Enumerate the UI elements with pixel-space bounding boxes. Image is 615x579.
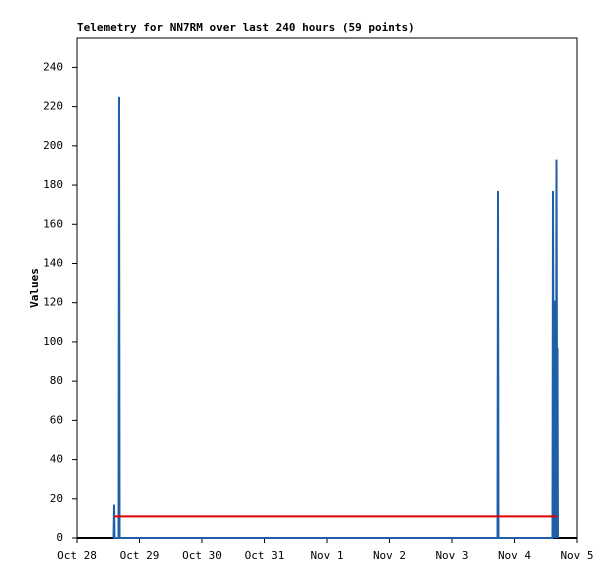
y-tick-label: 60 xyxy=(50,413,63,426)
x-tick-label: Nov 2 xyxy=(373,549,406,562)
y-tick-label: 40 xyxy=(50,453,63,466)
chart-title: Telemetry for NN7RM over last 240 hours … xyxy=(77,21,415,34)
x-tick-label: Nov 1 xyxy=(310,549,343,562)
x-tick-label: Oct 30 xyxy=(182,549,222,562)
series-line xyxy=(112,96,559,539)
x-tick-label: Oct 28 xyxy=(57,549,97,562)
y-tick-label: 200 xyxy=(43,139,63,152)
y-tick-label: 180 xyxy=(43,178,63,191)
y-tick-label: 20 xyxy=(50,492,63,505)
x-tick-label: Oct 31 xyxy=(245,549,285,562)
y-tick-label: 240 xyxy=(43,60,63,73)
plot-area xyxy=(76,37,578,539)
y-tick-label: 160 xyxy=(43,217,63,230)
y-tick-label: 80 xyxy=(50,374,63,387)
y-axis-label: Values xyxy=(28,268,41,308)
x-tick-label: Nov 5 xyxy=(560,549,593,562)
y-tick-label: 120 xyxy=(43,296,63,309)
y-tick-label: 100 xyxy=(43,335,63,348)
x-tick-label: Nov 3 xyxy=(435,549,468,562)
y-tick-label: 220 xyxy=(43,100,63,113)
x-tick-label: Oct 29 xyxy=(120,549,160,562)
x-tick-label: Nov 4 xyxy=(498,549,531,562)
y-tick-label: 0 xyxy=(56,531,63,544)
y-tick-label: 140 xyxy=(43,256,63,269)
